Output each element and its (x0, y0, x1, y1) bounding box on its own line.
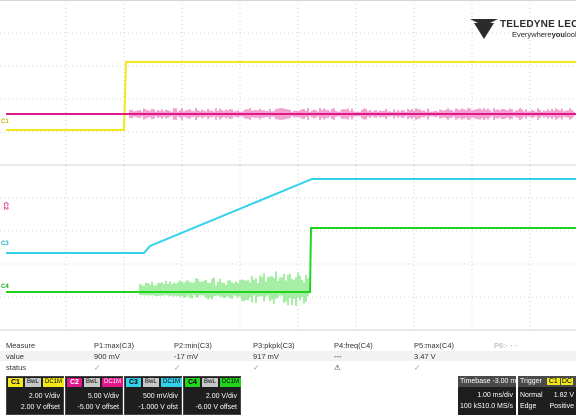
measure-p4-value: --- (334, 352, 342, 361)
channel-c1-coupling: DC1M (43, 378, 65, 387)
timebase-label: Timebase (460, 378, 491, 385)
waveform-grid[interactable] (0, 0, 576, 331)
teledyne-lecroy-logo: TELEDYNE LECROY Everywhereyoulook™ (470, 17, 576, 43)
upper-grid (0, 0, 576, 166)
channel-c1-tag: C1 (8, 378, 23, 387)
channel-c3-tag: C3 (126, 378, 141, 387)
trace-c4-noise (139, 271, 309, 306)
channel-c3-descriptor[interactable]: C3 BwL DC1M 500 mV/div -1.000 V ofst (124, 376, 183, 415)
measure-label: Measure (6, 341, 36, 350)
c1-ground-marker[interactable]: C1 (1, 119, 9, 125)
measure-p3-header[interactable]: P3:pkpk(C3) (253, 341, 295, 350)
channel-c3-header: C3 BwL DC1M (125, 377, 183, 388)
measure-p1-value: 900 mV (94, 352, 120, 361)
channel-c3-coupling: DC1M (161, 378, 183, 387)
measure-p4-warning-icon: ⚠ (334, 363, 341, 372)
channel-c2-tag: C2 (67, 378, 82, 387)
trigger-coupling: DC (560, 378, 573, 385)
trace-c4 (6, 227, 576, 293)
channel-c1-header: C1 BwL DC1M (7, 377, 65, 388)
trace-c3 (6, 178, 576, 254)
measure-header-row: Measure P1:max(C3) P2:min(C3) P3:pkpk(C3… (0, 340, 576, 350)
brand-name: TELEDYNE LECROY (500, 19, 576, 30)
channel-c2-bwl: BwL (84, 378, 100, 387)
trigger-mode: Normal (520, 392, 543, 399)
channel-c4-tag: C4 (185, 378, 200, 387)
timebase-header: Timebase -3.00 ms (458, 376, 520, 387)
measure-p4-header[interactable]: P4:freq(C4) (334, 341, 373, 350)
trigger-label: Trigger (520, 378, 542, 385)
channel-c4-descriptor[interactable]: C4 BwL DC1M 2.00 V/div -6.00 V offset (183, 376, 242, 415)
channel-c4-offset: -6.00 V offset (195, 404, 237, 411)
trigger-descriptor[interactable]: Trigger C1 DC Normal 1.82 V Edge Positive (518, 376, 576, 415)
value-label: value (6, 352, 24, 361)
measure-p5-header[interactable]: P5:max(C4) (414, 341, 455, 350)
measure-table[interactable]: Measure P1:max(C3) P2:min(C3) P3:pkpk(C3… (0, 331, 576, 375)
scope-display[interactable]: C1 C2 C3 C4 TELEDYNE LECROY Everywhereyo… (0, 0, 576, 331)
channel-c2-descriptor[interactable]: C2 BwL DC1M 5.00 V/div -5.00 V offset (65, 376, 124, 415)
channel-c4-header: C4 BwL DC1M (184, 377, 242, 388)
c4-ground-marker[interactable]: C4 (1, 284, 9, 290)
channel-c2-vdiv: 5.00 V/div (87, 393, 119, 400)
measure-p2-status-icon: ✓ (174, 363, 181, 372)
measure-p2-header[interactable]: P2:min(C3) (174, 341, 212, 350)
c3-ground-marker[interactable]: C3 (1, 241, 9, 247)
channel-c1-offset: 2.00 V offset (20, 404, 60, 411)
measure-status-row: status ✓ ✓ ✓ ⚠ ✓ (0, 362, 576, 372)
teledyne-logo-icon (470, 19, 498, 39)
trigger-slope: Positive (549, 403, 574, 410)
channel-c1-bwl: BwL (25, 378, 41, 387)
channel-c4-vdiv: 2.00 V/div (205, 393, 237, 400)
timebase-samples: 100 kS (460, 403, 482, 410)
brand-tagline: Everywhereyoulook™ (512, 30, 576, 39)
timebase-rate: 10.0 MS/s (481, 403, 513, 410)
trigger-level: 1.82 V (553, 392, 574, 399)
c2-ground-marker[interactable]: C2 (1, 202, 8, 210)
channel-c1-descriptor[interactable]: C1 BwL DC1M 2.00 V/div 2.00 V offset (6, 376, 65, 415)
measure-p1-header[interactable]: P1:max(C3) (94, 341, 135, 350)
measure-value-row: value 900 mV -17 mV 917 mV --- 3.47 V (0, 351, 576, 361)
status-label: status (6, 363, 27, 372)
timebase-descriptor[interactable]: Timebase -3.00 ms 1.00 ms/div 100 kS 10.… (458, 376, 520, 415)
measure-p3-value: 917 mV (253, 352, 279, 361)
measure-p2-value: -17 mV (174, 352, 199, 361)
trigger-type: Edge (520, 403, 537, 410)
lower-grid (0, 165, 576, 331)
channel-descriptor-bar: C1 BwL DC1M 2.00 V/div 2.00 V offset C2 … (0, 376, 576, 415)
measure-p6-header[interactable]: P6:- - - (494, 341, 517, 350)
timebase-tdiv: 1.00 ms/div (477, 392, 513, 399)
channel-c3-vdiv: 500 mV/div (142, 393, 178, 400)
timebase-delay: -3.00 ms (492, 378, 520, 385)
measure-p5-value: 3.47 V (414, 352, 436, 361)
channel-c3-offset: -1.000 V ofst (138, 404, 178, 411)
measure-p5-status-icon: ✓ (414, 363, 421, 372)
channel-c4-bwl: BwL (202, 378, 218, 387)
trigger-header: Trigger C1 DC (518, 376, 576, 387)
channel-c2-offset: -5.00 V offset (77, 404, 119, 411)
measure-p3-status-icon: ✓ (253, 363, 260, 372)
channel-c2-coupling: DC1M (102, 378, 124, 387)
trigger-source: C1 (546, 378, 560, 385)
channel-c1-vdiv: 2.00 V/div (28, 393, 60, 400)
channel-c2-header: C2 BwL DC1M (66, 377, 124, 388)
channel-c3-bwl: BwL (143, 378, 159, 387)
channel-c4-coupling: DC1M (220, 378, 242, 387)
measure-p1-status-icon: ✓ (94, 363, 101, 372)
trace-c1 (6, 61, 576, 131)
